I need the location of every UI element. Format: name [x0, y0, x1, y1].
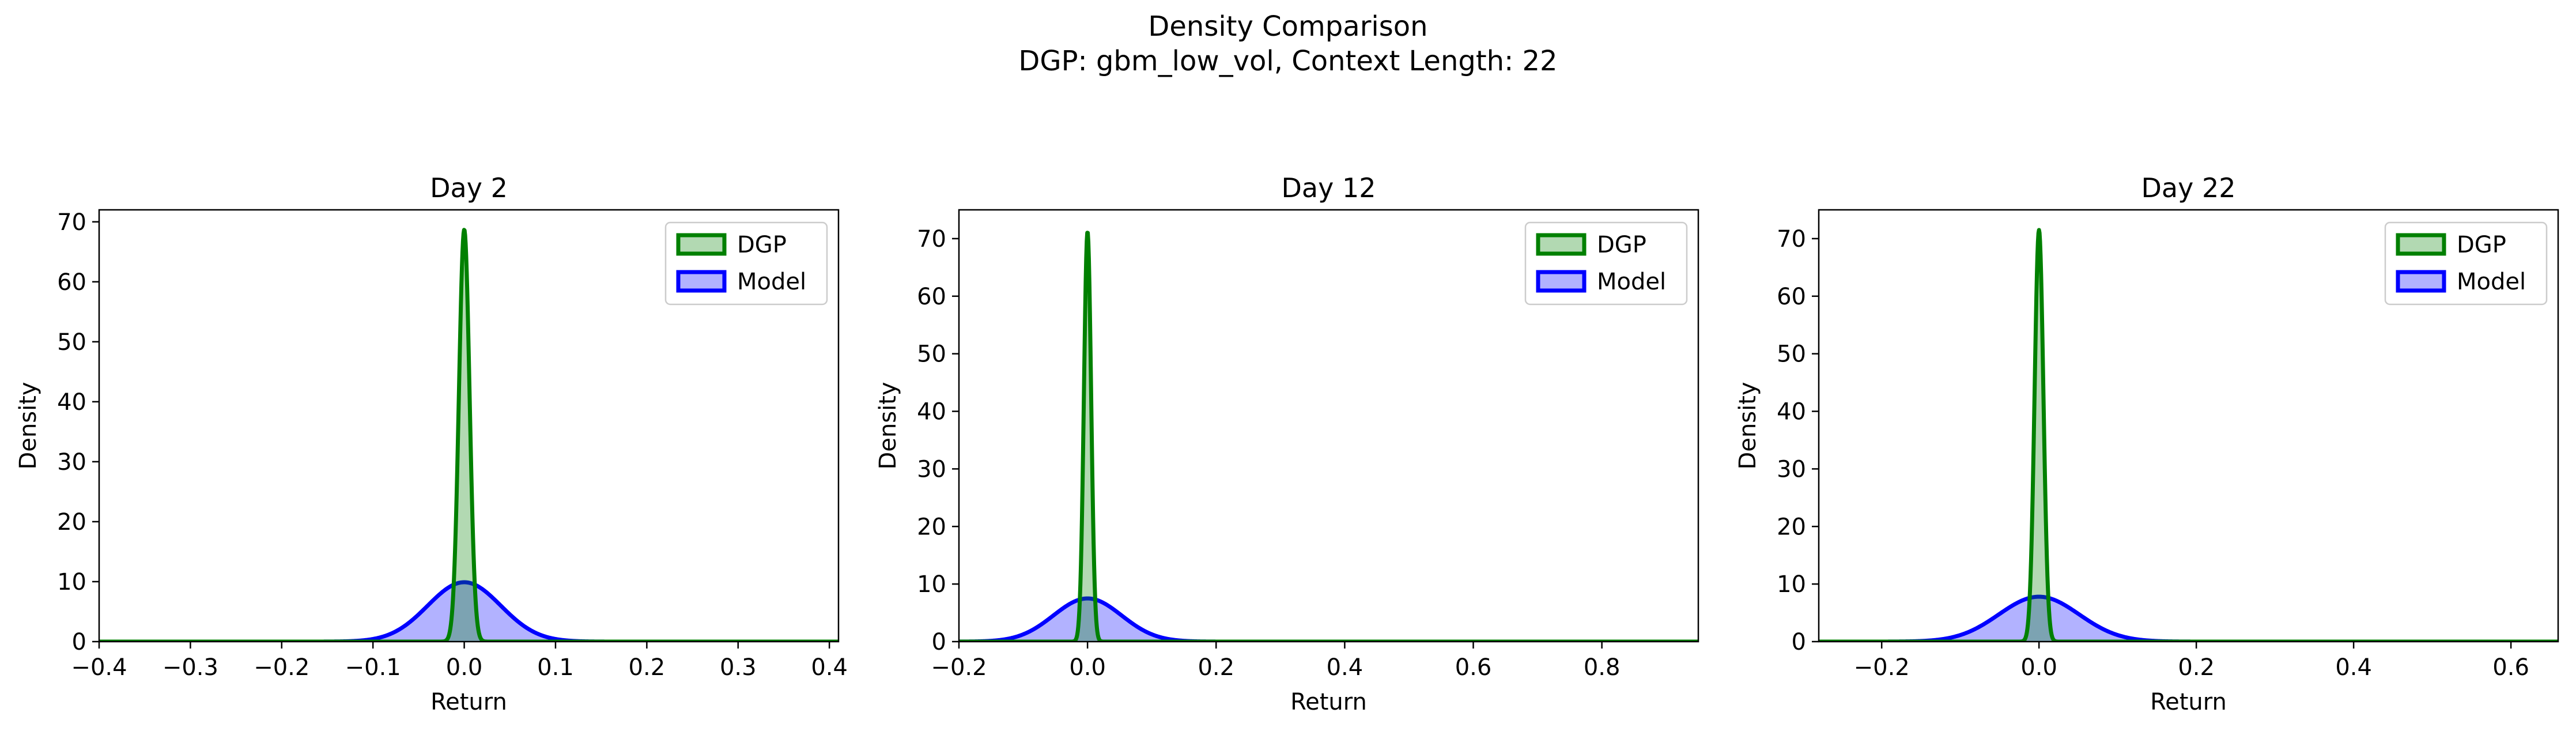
y-tick-label: 20	[917, 514, 946, 540]
legend: DGP Model	[664, 221, 828, 306]
y-tick-label: 10	[1777, 571, 1806, 598]
subplot-day-1: Day 2 −0.4 −0.3 −0.2 −0.1 0.0 0.1 0.2 0.3 0.4 0 10 2…	[15, 172, 848, 715]
y-tick-label: 70	[917, 226, 946, 252]
legend-swatch-dgp	[2396, 233, 2446, 256]
x-tick-label: 0.0	[1069, 654, 1106, 681]
x-tick-label: 0.2	[2178, 654, 2215, 681]
legend-label-dgp: DGP	[737, 232, 787, 258]
y-tick-label: 0	[932, 629, 946, 655]
y-tick-label: 40	[1777, 399, 1806, 425]
y-tick-label: 10	[917, 571, 946, 598]
x-tick-label: 0.6	[2492, 654, 2529, 681]
y-tick-label: 30	[57, 449, 86, 476]
axes-frame	[1818, 209, 2559, 643]
y-tick-label: 0	[1792, 629, 1806, 655]
x-tick-label: −0.2	[1854, 654, 1910, 681]
y-tick-label: 10	[57, 569, 86, 595]
density-line-model	[99, 580, 838, 642]
legend-label-model: Model	[1597, 269, 1666, 295]
legend-swatch-model	[1536, 270, 1587, 293]
y-tick-label: 70	[57, 209, 86, 236]
y-tick-label: 0	[72, 629, 86, 655]
x-tick-label: 0.4	[1327, 654, 1363, 681]
subplot-title: Day 22	[2141, 172, 2236, 203]
axes-frame	[98, 209, 840, 643]
subplot-day-2: Day 12 −0.2 0.0 0.2 0.4 0.6 0.8 0 10 20 30 40 50 60 70…	[875, 172, 1699, 715]
x-tick-label: −0.1	[345, 654, 401, 681]
legend-box	[2384, 221, 2548, 306]
density-fill-model	[99, 582, 838, 642]
y-axis-label: Density	[875, 382, 901, 469]
x-tick-label: 0.6	[1455, 654, 1492, 681]
legend-swatch-dgp	[676, 233, 727, 256]
legend-box	[1524, 221, 1688, 306]
x-tick-label: 0.4	[2335, 654, 2372, 681]
density-line-dgp	[99, 228, 838, 642]
plot-area	[99, 228, 838, 642]
y-tick-label: 40	[57, 389, 86, 416]
legend: DGP Model	[1524, 221, 1688, 306]
legend-label-dgp: DGP	[1597, 232, 1646, 258]
x-tick-label: 0.2	[629, 654, 666, 681]
subplot-title: Day 12	[1282, 172, 1376, 203]
legend: DGP Model	[2384, 221, 2548, 306]
y-tick-label: 40	[917, 399, 946, 425]
figure-title: Density Comparison	[1148, 10, 1427, 43]
y-axis-label: Density	[1735, 382, 1761, 469]
y-tick-label: 30	[1777, 456, 1806, 483]
y-tick-label: 30	[917, 456, 946, 483]
x-axis-label: Return	[1290, 689, 1367, 715]
legend-swatch-dgp	[1536, 233, 1587, 256]
legend-box	[664, 221, 828, 306]
y-tick-label: 70	[1777, 226, 1806, 252]
subplot-panels: Day 2 −0.4 −0.3 −0.2 −0.1 0.0 0.1 0.2 0.3 0.4 0 10 2…	[15, 172, 2559, 715]
y-tick-label: 60	[57, 269, 86, 296]
x-tick-label: 0.3	[720, 654, 757, 681]
y-axis-label: Density	[15, 382, 41, 469]
legend-swatch-model	[2396, 270, 2446, 293]
x-tick-label: −0.2	[254, 654, 309, 681]
density-line-model	[959, 596, 1698, 642]
y-tick-label: 60	[1777, 284, 1806, 310]
subplot-title: Day 2	[430, 172, 508, 203]
x-tick-label: −0.2	[931, 654, 987, 681]
y-tick-label: 60	[917, 284, 946, 310]
x-tick-label: 0.8	[1584, 654, 1621, 681]
plot-area	[959, 231, 1698, 642]
axes-frame	[958, 209, 1699, 643]
legend-label-model: Model	[737, 269, 806, 295]
x-axis-label: Return	[2150, 689, 2227, 715]
y-tick-label: 50	[57, 329, 86, 356]
y-tick-label: 20	[1777, 514, 1806, 540]
legend-label-model: Model	[2457, 269, 2526, 295]
x-tick-label: −0.3	[163, 654, 218, 681]
legend-swatch-model	[676, 270, 727, 293]
x-tick-label: 0.0	[446, 654, 483, 681]
y-tick-label: 20	[57, 509, 86, 536]
x-axis-label: Return	[430, 689, 507, 715]
x-tick-label: 0.2	[1198, 654, 1234, 681]
density-line-dgp	[959, 231, 1698, 642]
y-tick-label: 50	[917, 341, 946, 368]
x-tick-label: 0.1	[537, 654, 574, 681]
y-tick-label: 50	[1777, 341, 1806, 368]
x-tick-label: −0.4	[71, 654, 127, 681]
legend-label-dgp: DGP	[2457, 232, 2506, 258]
figure-subtitle: DGP: gbm_low_vol, Context Length: 22	[1018, 45, 1557, 77]
subplot-day-3: Day 22 −0.2 0.0 0.2 0.4 0.6 0 10 20 30 40 50 60 70 Ret…	[1735, 172, 2559, 715]
x-tick-label: 0.0	[2020, 654, 2057, 681]
density-fill-model	[1819, 597, 2558, 642]
x-tick-label: 0.4	[811, 654, 848, 681]
